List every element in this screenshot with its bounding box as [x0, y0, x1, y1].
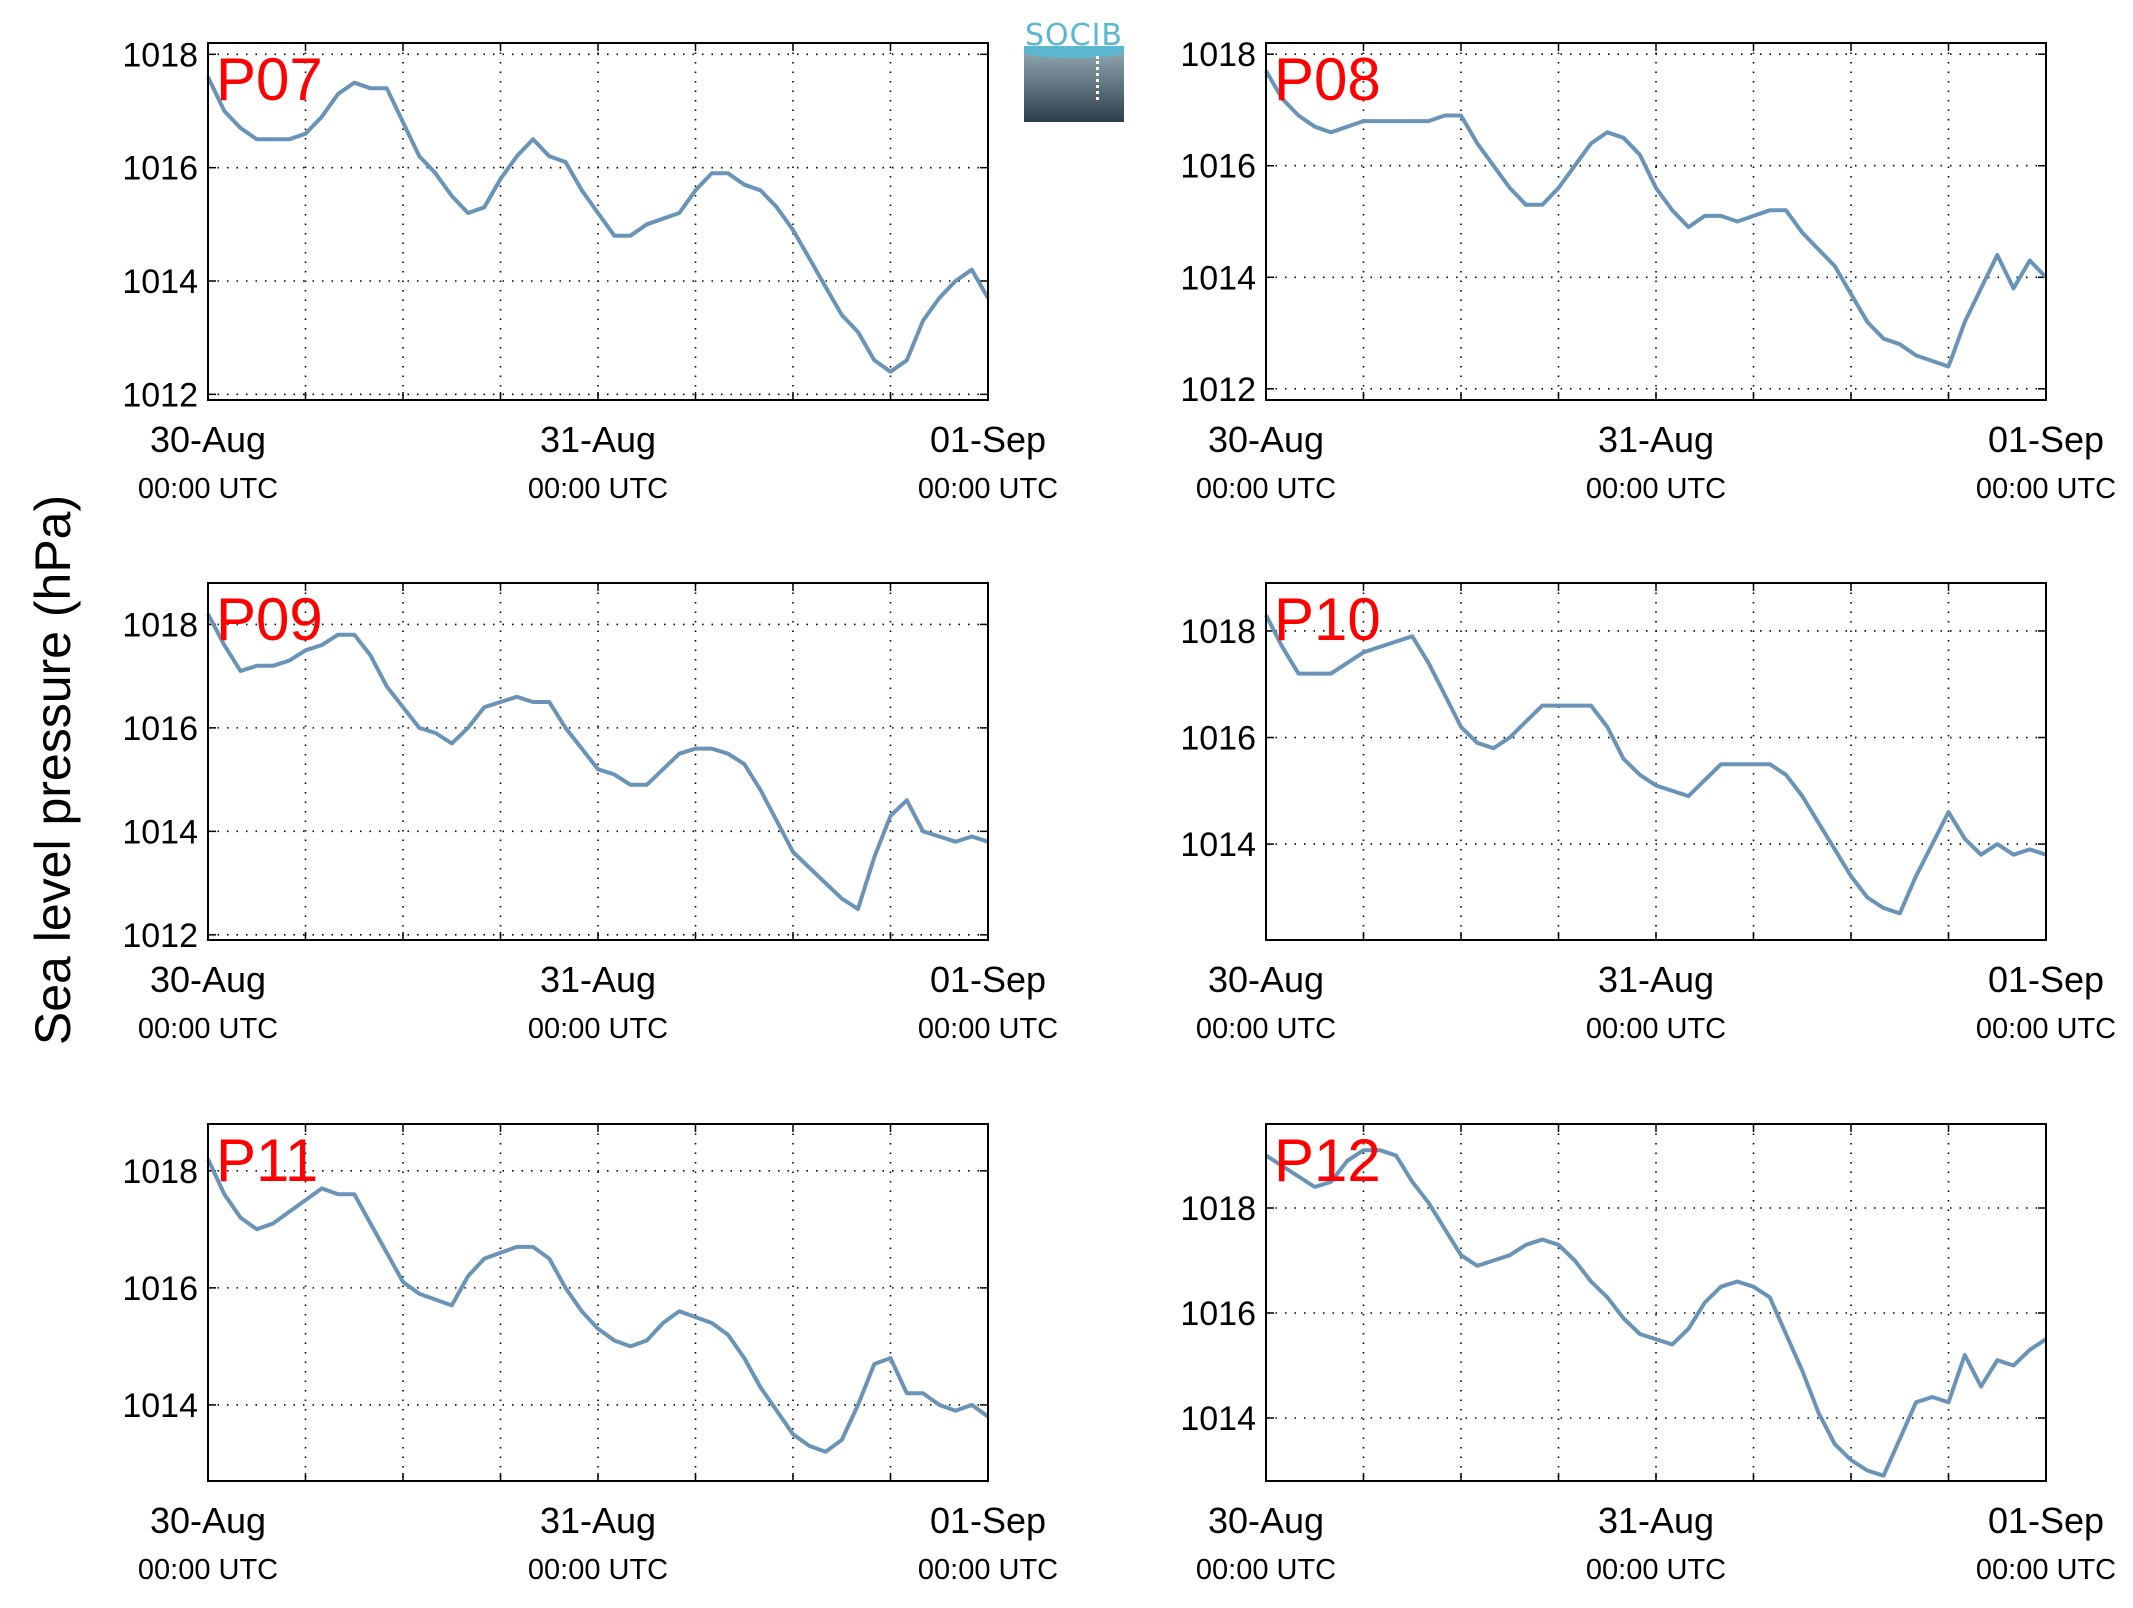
- y-tick-label: 1014: [122, 813, 198, 851]
- x-tick-time: 00:00 UTC: [918, 1554, 1058, 1586]
- y-tick-label: 1018: [1180, 36, 1256, 74]
- y-axis-label: Sea level pressure (hPa): [25, 495, 81, 1045]
- x-tick-date: 31-Aug: [540, 419, 656, 460]
- socib-logo: SOCIB: [1024, 18, 1124, 122]
- series-line-p07: [206, 76, 990, 374]
- x-tick-date: 31-Aug: [1598, 419, 1714, 460]
- x-tick-time: 00:00 UTC: [1976, 473, 2116, 505]
- x-tick-date: 01-Sep: [930, 1500, 1046, 1541]
- y-tick-label: 1016: [1180, 720, 1256, 758]
- x-tick-time: 00:00 UTC: [1976, 1554, 2116, 1586]
- logo-graphic: [1024, 46, 1124, 122]
- x-tick-time: 00:00 UTC: [1586, 1013, 1726, 1045]
- station-label: P12: [1274, 1127, 1381, 1194]
- x-tick-date: 30-Aug: [150, 959, 266, 1000]
- x-tick-time: 00:00 UTC: [528, 1013, 668, 1045]
- plot-frame: [207, 42, 989, 401]
- y-tick-label: 1016: [122, 1270, 198, 1308]
- x-tick-time: 00:00 UTC: [1196, 1554, 1336, 1586]
- x-tick-time: 00:00 UTC: [138, 1013, 278, 1045]
- x-tick-time: 00:00 UTC: [918, 473, 1058, 505]
- y-tick-label: 1018: [1180, 1190, 1256, 1228]
- y-tick-label: 1014: [1180, 1400, 1256, 1438]
- x-tick-time: 00:00 UTC: [1196, 1013, 1336, 1045]
- x-tick-date: 01-Sep: [1988, 959, 2104, 1000]
- y-tick-label: 1018: [122, 1153, 198, 1191]
- y-tick-label: 1018: [122, 606, 198, 644]
- station-label: P08: [1274, 46, 1381, 113]
- x-tick-date: 30-Aug: [1208, 959, 1324, 1000]
- x-tick-time: 00:00 UTC: [138, 473, 278, 505]
- x-tick-time: 00:00 UTC: [1586, 473, 1726, 505]
- panel-p12: 1014 1016 1018 30-Aug 00:00 UTC 31-Aug 00:00 U…: [1180, 1123, 2116, 1586]
- x-tick-date: 01-Sep: [930, 419, 1046, 460]
- panel-p08: 1012 1014 1016 1018 30-Aug 00:00 UTC 31-Aug 00:…: [1180, 36, 2116, 505]
- station-label: P10: [1274, 586, 1381, 653]
- series-line-p10: [1264, 614, 2047, 916]
- plot-frame: [207, 1123, 989, 1482]
- plot-frame: [1265, 582, 2047, 941]
- y-tick-label: 1012: [122, 376, 198, 414]
- series-line-p09: [206, 613, 989, 911]
- y-tick-label: 1016: [1180, 148, 1256, 186]
- x-tick-date: 31-Aug: [540, 1500, 656, 1541]
- series-line-p08: [1264, 69, 2048, 369]
- y-tick-label: 1014: [122, 1387, 198, 1425]
- x-tick-time: 00:00 UTC: [918, 1013, 1058, 1045]
- series-line-p12: [1264, 1148, 2048, 1478]
- y-tick-label: 1014: [122, 263, 198, 301]
- x-tick-date: 31-Aug: [1598, 1500, 1714, 1541]
- y-tick-label: 1012: [122, 917, 198, 955]
- panel-p10: 1014 1016 1018 30-Aug 00:00 UTC 31-Aug 00:00 U…: [1180, 582, 2116, 1045]
- x-tick-date: 30-Aug: [1208, 1500, 1324, 1541]
- x-tick-date: 31-Aug: [1598, 959, 1714, 1000]
- panel-p09: 1012 1014 1016 1018 30-Aug 00:00 UTC 31-Aug 00:…: [122, 582, 1058, 1045]
- x-tick-date: 31-Aug: [540, 959, 656, 1000]
- y-tick-label: 1014: [1180, 259, 1256, 297]
- x-tick-time: 00:00 UTC: [1976, 1013, 2116, 1045]
- series-line-p11: [206, 1158, 990, 1454]
- y-tick-label: 1014: [1180, 826, 1256, 864]
- y-tick-label: 1018: [122, 36, 198, 74]
- station-label: P07: [216, 46, 323, 113]
- plot-frame: [207, 582, 989, 941]
- x-tick-date: 01-Sep: [1988, 419, 2104, 460]
- y-tick-label: 1012: [1180, 371, 1256, 409]
- x-tick-time: 00:00 UTC: [528, 1554, 668, 1586]
- x-tick-time: 00:00 UTC: [138, 1554, 278, 1586]
- x-tick-date: 30-Aug: [150, 419, 266, 460]
- panel-p11: 1014 1016 1018 30-Aug 00:00 UTC 31-Aug 00:00 U…: [122, 1123, 1058, 1586]
- x-tick-time: 00:00 UTC: [528, 473, 668, 505]
- x-tick-time: 00:00 UTC: [1196, 473, 1336, 505]
- x-tick-date: 01-Sep: [930, 959, 1046, 1000]
- plot-frame: [1265, 1123, 2047, 1482]
- y-tick-label: 1018: [1180, 613, 1256, 651]
- x-tick-time: 00:00 UTC: [1586, 1554, 1726, 1586]
- y-tick-label: 1016: [1180, 1295, 1256, 1333]
- x-tick-date: 01-Sep: [1988, 1500, 2104, 1541]
- station-label: P09: [216, 586, 323, 653]
- y-tick-label: 1016: [122, 710, 198, 748]
- x-tick-date: 30-Aug: [150, 1500, 266, 1541]
- y-tick-label: 1016: [122, 150, 198, 188]
- station-label: P11: [216, 1127, 318, 1194]
- x-tick-date: 30-Aug: [1208, 419, 1324, 460]
- plot-frame: [1265, 42, 2047, 401]
- panel-p07: 1012 1014 1016 1018 30-Aug 00:00 UTC 31-Aug 00:…: [122, 36, 1058, 505]
